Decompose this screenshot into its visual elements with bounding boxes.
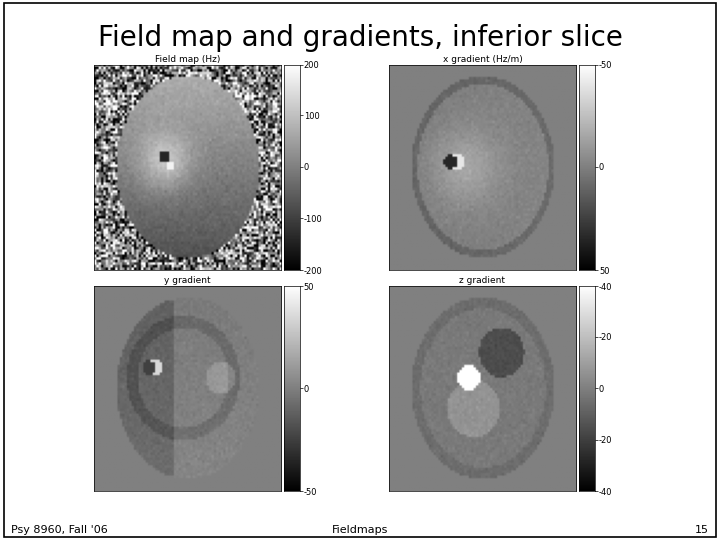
Title: z gradient: z gradient bbox=[459, 276, 505, 286]
Text: 15: 15 bbox=[696, 525, 709, 535]
Text: Fieldmaps: Fieldmaps bbox=[332, 525, 388, 535]
Text: Field map and gradients, inferior slice: Field map and gradients, inferior slice bbox=[98, 24, 622, 52]
Text: Psy 8960, Fall '06: Psy 8960, Fall '06 bbox=[11, 525, 107, 535]
Title: y gradient: y gradient bbox=[164, 276, 210, 286]
Title: x gradient (Hz/m): x gradient (Hz/m) bbox=[443, 55, 522, 64]
Title: Field map (Hz): Field map (Hz) bbox=[155, 55, 220, 64]
